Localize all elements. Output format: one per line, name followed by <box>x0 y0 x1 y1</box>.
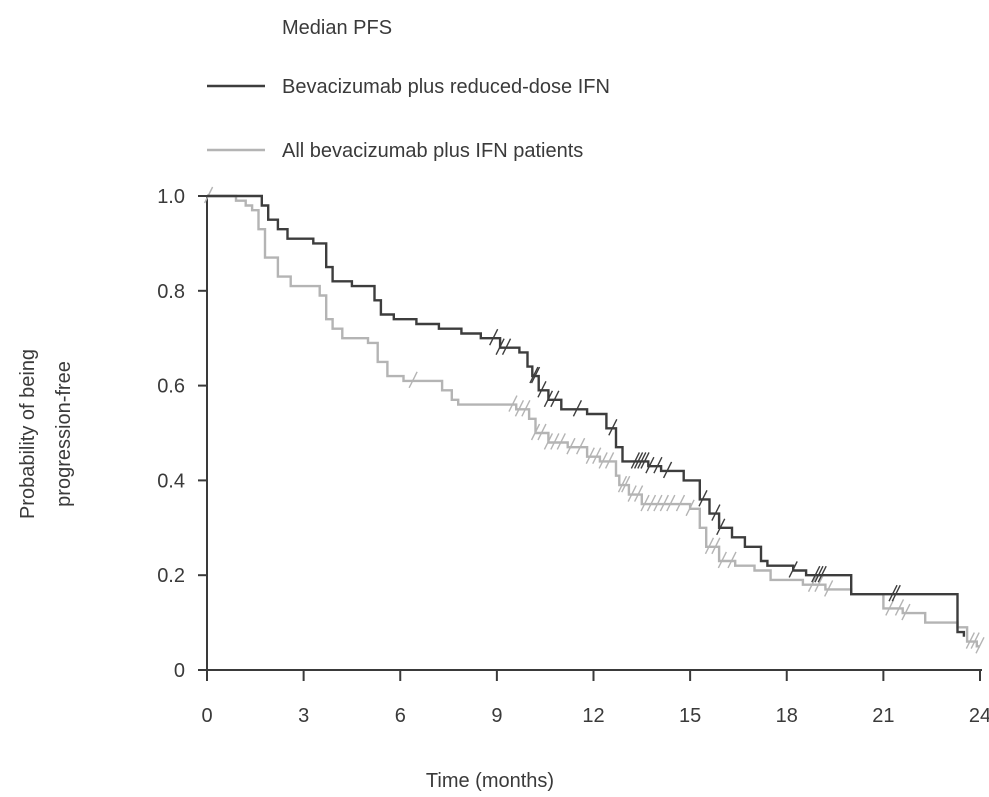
censor-mark-all-patients <box>617 475 628 493</box>
x-tick-label: 3 <box>298 705 309 727</box>
y-tick-label: 0.8 <box>157 281 185 303</box>
y-axis-title: Probability of being progression-free <box>17 349 75 519</box>
censor-mark-reduced-dose <box>711 504 721 521</box>
censor-mark-reduced-dose <box>817 565 827 583</box>
censor-mark-reduced-dose <box>814 565 824 583</box>
censor-mark-all-patients <box>704 537 715 555</box>
censor-mark-all-patients <box>640 494 650 512</box>
censor-mark-all-patients <box>717 551 727 569</box>
censor-mark-all-patients <box>592 447 602 465</box>
censor-mark-all-patients <box>646 494 657 512</box>
censor-mark-reduced-dose <box>891 584 901 602</box>
censor-mark-all-patients <box>894 599 905 616</box>
censor-mark-all-patients <box>604 452 615 469</box>
censor-mark-reduced-dose <box>543 390 554 408</box>
censor-mark-reduced-dose <box>811 565 821 583</box>
censor-mark-reduced-dose <box>550 390 560 408</box>
censor-mark-reduced-dose <box>530 366 541 384</box>
censor-mark-all-patients <box>621 475 631 493</box>
x-tick-label: 21 <box>872 705 894 727</box>
censor-mark-all-patients <box>598 452 608 469</box>
censor-mark-all-patients <box>807 575 818 592</box>
censor-mark-all-patients <box>627 485 637 502</box>
legend-label-reduced-dose: Bevacizumab plus reduced-dose IFN <box>282 76 610 98</box>
censor-mark-reduced-dose <box>630 452 640 469</box>
y-tick-label: 0.4 <box>157 470 185 492</box>
censor-mark-all-patients <box>901 603 911 621</box>
censor-mark-all-patients <box>556 433 566 450</box>
legend-label-all-patients: All bevacizumab plus IFN patients <box>282 140 583 162</box>
censor-mark-all-patients <box>543 433 554 450</box>
censor-mark-all-patients <box>521 399 531 417</box>
series-layer <box>203 186 985 654</box>
series-line-reduced-dose <box>207 194 966 637</box>
censor-mark-reduced-dose <box>495 338 505 355</box>
x-tick-label: 24 <box>969 705 989 727</box>
censor-mark-reduced-dose <box>662 461 673 479</box>
censor-mark-all-patients <box>566 437 576 455</box>
censor-mark-reduced-dose <box>645 456 655 474</box>
censor-mark-reduced-dose <box>572 399 583 417</box>
x-axis-title: Time (months) <box>426 770 554 792</box>
censor-mark-reduced-dose <box>698 490 708 507</box>
legend-title: Median PFS <box>282 17 392 39</box>
censor-mark-all-patients <box>885 599 895 616</box>
y-axis-title-line-2: progression-free <box>53 361 75 507</box>
censor-mark-all-patients <box>814 575 824 592</box>
x-tick-label: 9 <box>491 705 502 727</box>
censor-mark-all-patients <box>653 494 663 512</box>
censor-mark-all-patients <box>537 423 547 441</box>
y-tick-label: 0 <box>174 660 185 682</box>
x-tick-label: 15 <box>679 705 701 727</box>
censor-mark-reduced-dose <box>501 338 512 355</box>
censor-mark-all-patients <box>514 399 525 417</box>
x-tick-label: 6 <box>395 705 406 727</box>
y-axis-title-line-1: Probability of being <box>17 349 39 519</box>
censor-mark-reduced-dose <box>716 518 726 536</box>
y-tick-label: 0.2 <box>157 565 185 587</box>
censor-mark-reduced-dose <box>888 584 898 602</box>
legend: Median PFS Bevacizumab plus reduced-dose… <box>207 17 610 162</box>
censor-mark-reduced-dose <box>608 418 618 436</box>
censor-mark-all-patients <box>965 632 975 649</box>
series-line-all-patients <box>207 194 980 648</box>
x-axis-ticks: 0 3 6 9 12 15 18 21 24 <box>201 670 989 727</box>
censor-mark-all-patients <box>585 447 595 465</box>
censor-mark-all-patients <box>575 437 586 455</box>
censor-mark-all-patients <box>711 537 721 555</box>
censor-mark-reduced-dose <box>489 328 499 346</box>
censor-mark-all-patients <box>970 632 980 649</box>
censor-mark-reduced-dose <box>653 456 663 474</box>
censor-mark-all-patients <box>666 494 676 512</box>
x-tick-label: 0 <box>201 705 212 727</box>
censor-mark-all-patients <box>975 636 985 654</box>
y-tick-label: 0.6 <box>157 376 185 398</box>
censor-mark-all-patients <box>675 494 686 512</box>
censor-mark-all-patients <box>633 485 644 502</box>
censor-mark-reduced-dose <box>640 452 650 469</box>
censor-mark-reduced-dose <box>537 381 547 398</box>
y-axis-ticks: 0 0.2 0.4 0.6 0.8 1.0 <box>157 186 207 682</box>
y-tick-label: 1.0 <box>157 186 185 208</box>
censor-mark-all-patients <box>659 494 669 512</box>
censor-mark-reduced-dose <box>633 452 644 469</box>
censor-mark-all-patients <box>408 371 418 389</box>
censor-mark-all-patients <box>508 395 518 412</box>
censor-mark-reduced-dose <box>637 452 647 469</box>
censor-mark-reduced-dose <box>788 561 798 578</box>
censor-mark-all-patients <box>685 499 695 517</box>
x-tick-label: 12 <box>582 705 604 727</box>
censor-mark-reduced-dose <box>529 366 539 384</box>
censor-mark-all-patients <box>727 551 737 569</box>
censor-mark-all-patients <box>530 423 541 441</box>
censor-mark-all-patients <box>823 580 834 597</box>
x-tick-label: 18 <box>776 705 798 727</box>
censor-mark-all-patients <box>550 433 560 450</box>
